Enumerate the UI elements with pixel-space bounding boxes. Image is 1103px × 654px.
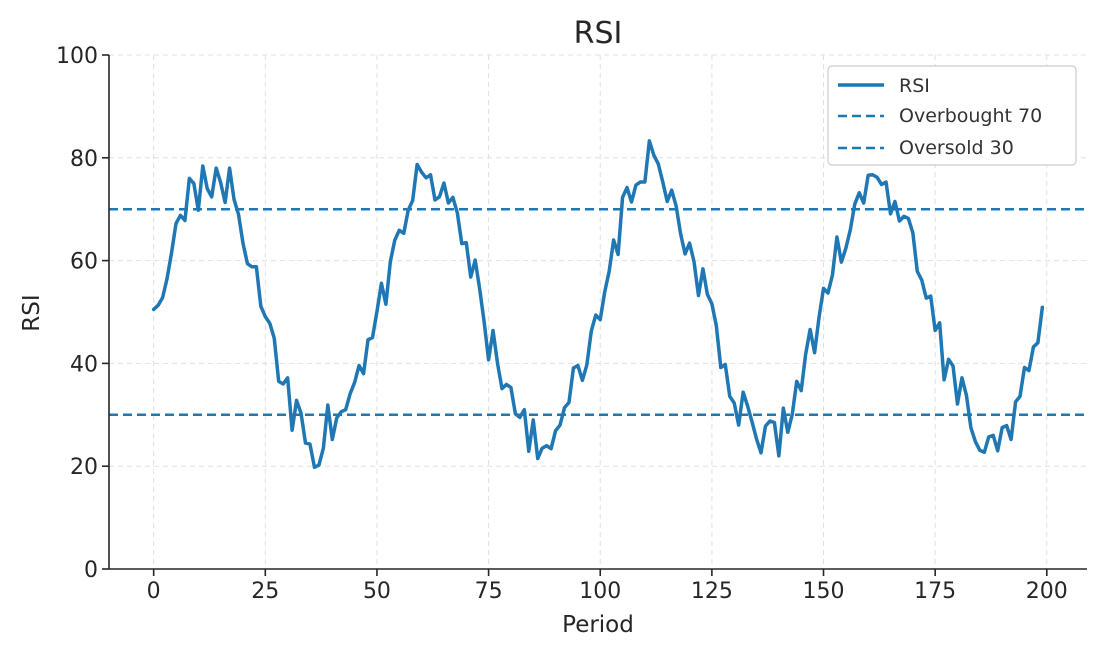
y-tick-label: 60 <box>70 250 98 275</box>
reference-lines <box>109 207 1087 417</box>
x-tick-label: 100 <box>579 579 621 604</box>
rsi-series-line <box>151 139 1045 469</box>
series-layer <box>151 139 1045 469</box>
x-axis-label: Period <box>562 612 634 638</box>
legend: RSI Overbought 70 Oversold 30 <box>827 65 1077 166</box>
legend-label-overbought: Overbought 70 <box>899 105 1042 127</box>
axes <box>108 55 1087 570</box>
y-tick-label: 20 <box>70 455 98 480</box>
x-tick-label: 150 <box>803 579 845 604</box>
y-tick-label: 40 <box>70 352 98 377</box>
legend-label-oversold: Oversold 30 <box>899 137 1014 159</box>
legend-frame <box>827 65 1077 166</box>
x-tick-label: 50 <box>363 579 391 604</box>
x-tick-label: 25 <box>251 579 279 604</box>
x-tick-label: 125 <box>691 579 733 604</box>
legend-label-rsi: RSI <box>899 75 930 97</box>
ticks: 0 25 50 75 100 125 150 175 200 0 20 40 60 80 100 <box>56 44 1068 604</box>
y-axis-label: RSI <box>19 294 45 331</box>
x-tick-label: 200 <box>1026 579 1068 604</box>
x-tick-label: 75 <box>475 579 503 604</box>
x-tick-label: 0 <box>147 579 161 604</box>
y-tick-label: 80 <box>70 147 98 172</box>
chart-title: RSI <box>574 16 623 51</box>
y-tick-label: 100 <box>56 44 98 69</box>
y-tick-label: 0 <box>84 558 98 583</box>
x-tick-label: 175 <box>914 579 956 604</box>
